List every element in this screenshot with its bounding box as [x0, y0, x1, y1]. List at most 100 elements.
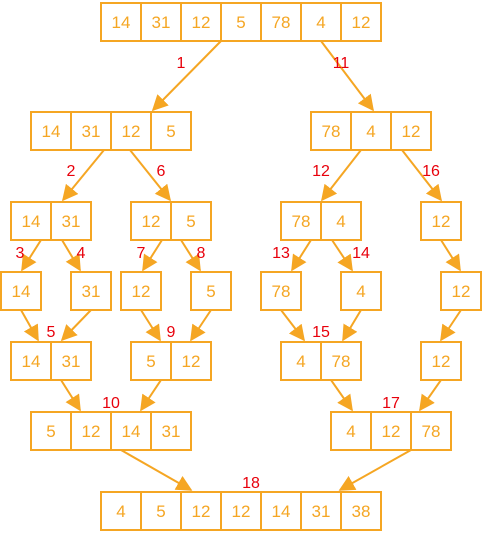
edge-arrow-m10-m18 — [120, 449, 193, 491]
array-cell — [70, 271, 112, 311]
array-cell — [120, 271, 162, 311]
array-cell-value: 12 — [122, 122, 141, 141]
array-box-a1: 14 31 12 5 — [30, 111, 192, 151]
step-label: 1 — [177, 55, 186, 72]
array-cell-value: 12 — [192, 502, 211, 521]
array-cell — [110, 111, 152, 151]
array-cell — [220, 2, 262, 42]
step-label: 7 — [137, 245, 146, 262]
edge-arrow-a12-a13 — [291, 239, 312, 272]
array-cell-value: 14 — [42, 122, 61, 141]
array-cell — [0, 271, 42, 311]
array-cell — [140, 491, 182, 531]
array-cell — [320, 341, 362, 381]
array-cell-value: 4 — [296, 352, 305, 371]
edge-arrow-a16-a16b — [440, 239, 461, 272]
edge-arrow-m16-m17 — [419, 379, 442, 412]
array-cell-value: 31 — [312, 502, 331, 521]
array-cell — [440, 271, 482, 311]
edge-arrow-m9-m10 — [140, 379, 162, 412]
array-box-m10: 5 12 14 31 — [30, 411, 192, 451]
edge-arrow-a2-a3 — [21, 239, 42, 272]
array-cell-value: 12 — [182, 352, 201, 371]
edge-arrow-a12-a14 — [331, 239, 353, 272]
step-label: 4 — [77, 245, 86, 262]
array-box-a16b: 12 — [440, 271, 482, 311]
array-box-a12: 78 4 — [280, 201, 362, 241]
array-cell — [320, 201, 362, 241]
edge-arrow-a1-a2 — [61, 149, 105, 202]
array-box-a16: 12 — [420, 201, 462, 241]
array-box-m15: 4 78 — [280, 341, 362, 381]
array-cell — [420, 341, 462, 381]
edge-arrow-a4-m5 — [60, 309, 92, 342]
array-box-a3: 14 — [0, 271, 42, 311]
array-cell-value: 78 — [272, 13, 291, 32]
array-cell — [300, 2, 342, 42]
step-label: 11 — [333, 55, 350, 72]
array-cell-value: 14 — [112, 13, 131, 32]
edge-arrow-a14-m15 — [342, 309, 362, 342]
array-cell-value: 12 — [382, 422, 401, 441]
array-cell-value: 31 — [162, 422, 181, 441]
edge-arrow-m15-m17 — [330, 379, 353, 412]
array-cell — [170, 341, 212, 381]
array-cell — [340, 491, 382, 531]
array-cell — [330, 411, 372, 451]
edge-arrow-a8-m9 — [190, 309, 212, 342]
array-cell-value: 12 — [432, 212, 451, 231]
array-box-m5: 14 31 — [10, 341, 92, 381]
array-box-a7: 12 — [120, 271, 162, 311]
array-box-a0: 14 31 12 5 78 4 12 — [100, 2, 382, 42]
array-cell-value: 14 — [272, 502, 291, 521]
step-label: 10 — [102, 395, 120, 412]
step-label: 14 — [352, 245, 370, 262]
array-cell-value: 5 — [166, 122, 175, 141]
step-label: 12 — [312, 163, 330, 180]
array-cell-value: 4 — [116, 502, 125, 521]
array-cell-value: 78 — [322, 122, 341, 141]
edge-arrow-a6-a7 — [142, 239, 163, 272]
array-cell — [390, 111, 432, 151]
array-cell-value: 5 — [46, 422, 55, 441]
step-label: 2 — [67, 163, 76, 180]
array-cell-value: 31 — [82, 122, 101, 141]
array-cell-value: 78 — [272, 282, 291, 301]
edge-arrow-a0-a1 — [151, 40, 222, 112]
edge-arrow-a2-a4 — [61, 239, 81, 272]
array-cell-value: 38 — [352, 502, 371, 521]
array-cell-value: 12 — [232, 502, 251, 521]
edge-arrow-a16b-m16 — [440, 309, 462, 342]
array-cell — [10, 341, 52, 381]
array-cell-value: 78 — [332, 352, 351, 371]
array-cell-value: 31 — [62, 352, 81, 371]
array-cell — [280, 201, 322, 241]
array-box-a11: 78 4 12 — [310, 111, 432, 151]
array-cell — [100, 2, 142, 42]
step-label: 15 — [312, 324, 330, 341]
array-cell — [130, 201, 172, 241]
step-label: 8 — [197, 245, 206, 262]
array-cell — [50, 341, 92, 381]
array-cell — [140, 2, 182, 42]
array-cell — [130, 341, 172, 381]
step-label: 16 — [422, 163, 440, 180]
array-cell-value: 4 — [336, 212, 345, 231]
array-cell — [190, 271, 232, 311]
array-box-m18: 4 5 12 12 14 31 38 — [100, 491, 382, 531]
array-cell — [10, 201, 52, 241]
edge-arrow-a13-m15 — [280, 309, 305, 342]
edge-arrow-a3-m5 — [20, 309, 39, 342]
array-box-m9: 5 12 — [130, 341, 212, 381]
step-label: 17 — [382, 395, 400, 412]
edge-arrow-a11-a16 — [401, 149, 442, 202]
array-cell-value: 14 — [122, 422, 141, 441]
array-cell-value: 31 — [152, 13, 171, 32]
array-cell — [180, 491, 222, 531]
array-cell — [150, 111, 192, 151]
array-cell-value: 14 — [22, 352, 41, 371]
array-cell-value: 5 — [186, 212, 195, 231]
array-box-m16: 12 — [420, 341, 462, 381]
array-cell-value: 12 — [352, 13, 371, 32]
array-box-a4: 31 — [70, 271, 112, 311]
